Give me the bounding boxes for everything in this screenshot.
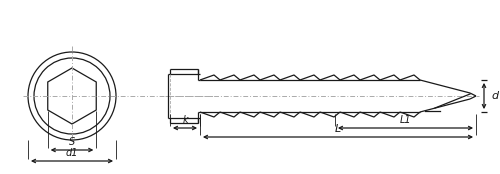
Text: k: k: [182, 115, 188, 125]
Text: d1: d1: [66, 148, 78, 158]
Text: L: L: [335, 124, 341, 134]
Text: d: d: [491, 91, 498, 101]
Text: S: S: [69, 137, 75, 147]
Text: L1: L1: [400, 115, 411, 125]
